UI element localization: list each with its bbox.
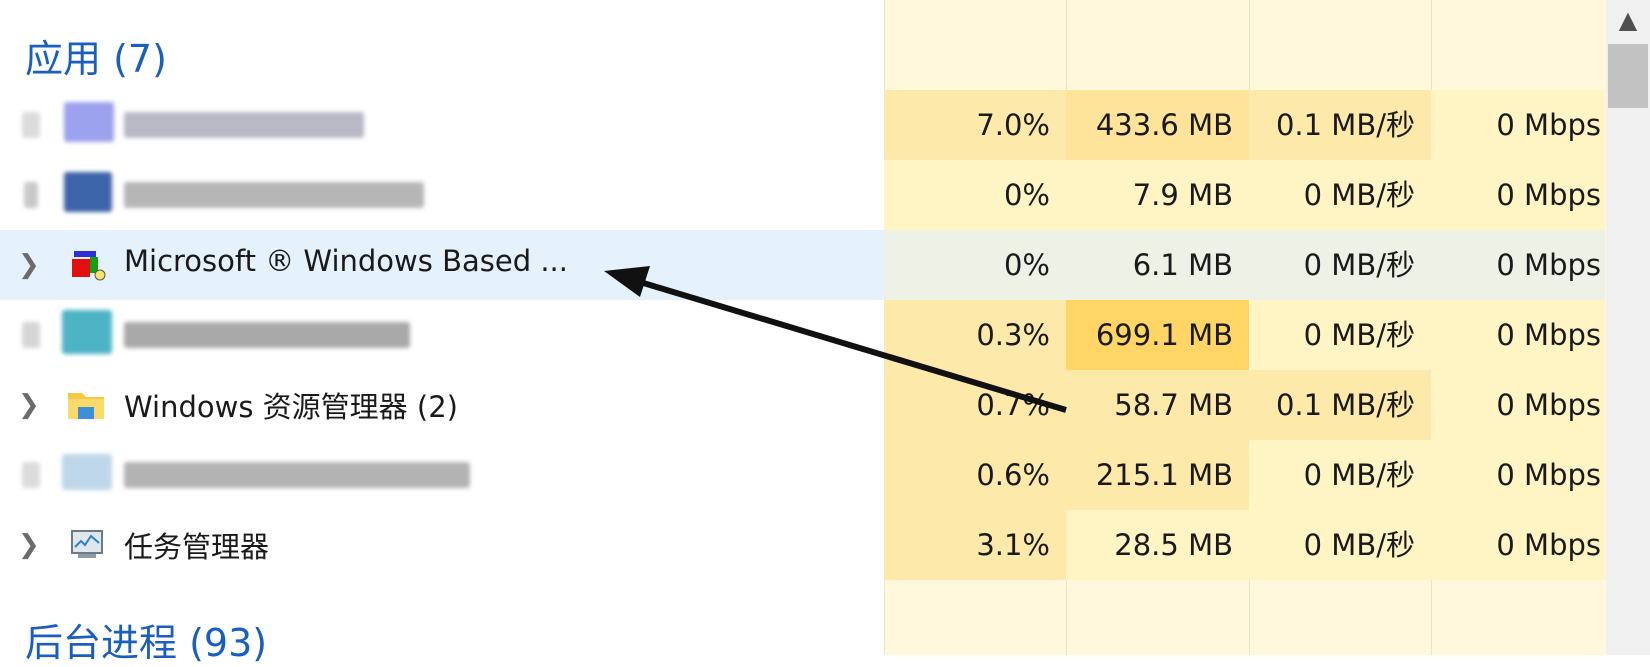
process-name: Microsoft ® Windows Based ... (124, 244, 568, 278)
network-cell: 0 Mbps (1431, 230, 1605, 300)
process-row[interactable]: ❯ 任务管理器 3.1% 28.5 MB 0 MB/秒 0 Mbps (0, 510, 1605, 580)
process-row-selected[interactable]: ❯ Microsoft ® Windows Based ... 0% 6.1 M… (0, 230, 1605, 300)
disk-cell: 0 MB/秒 (1249, 510, 1431, 580)
redacted-process-name (124, 182, 424, 208)
redacted-chevron (22, 462, 40, 488)
memory-cell: 7.9 MB (1066, 160, 1249, 230)
vertical-scrollbar[interactable]: ▲ (1606, 0, 1650, 655)
scroll-up-arrow-icon[interactable]: ▲ (1618, 6, 1638, 34)
redacted-process-name (124, 322, 410, 348)
network-cell: 0 Mbps (1431, 300, 1605, 370)
disk-cell: 0 MB/秒 (1249, 160, 1431, 230)
cpu-cell: 0.7% (884, 370, 1066, 440)
network-cell: 0 Mbps (1431, 370, 1605, 440)
disk-cell: 0.1 MB/秒 (1249, 90, 1431, 160)
scrollbar-thumb[interactable] (1608, 44, 1648, 108)
cube-app-icon (72, 251, 106, 281)
memory-cell: 433.6 MB (1066, 90, 1249, 160)
redacted-app-icon (64, 172, 112, 212)
process-row[interactable]: 0.6% 215.1 MB 0 MB/秒 0 Mbps (0, 440, 1605, 510)
redacted-app-icon (62, 310, 112, 354)
process-name: 任务管理器 (124, 530, 270, 564)
chevron-right-icon[interactable]: ❯ (18, 530, 40, 560)
chevron-right-icon[interactable]: ❯ (18, 390, 40, 420)
network-cell: 0 Mbps (1431, 510, 1605, 580)
redacted-process-name (124, 462, 470, 488)
network-cell: 0 Mbps (1431, 440, 1605, 510)
process-name-cell[interactable] (0, 90, 884, 160)
memory-cell: 58.7 MB (1066, 370, 1249, 440)
process-name-cell[interactable] (0, 160, 884, 230)
memory-cell: 215.1 MB (1066, 440, 1249, 510)
memory-cell: 28.5 MB (1066, 510, 1249, 580)
cpu-cell: 0% (884, 230, 1066, 300)
redacted-app-icon (64, 102, 114, 142)
redacted-chevron (24, 182, 38, 208)
redacted-process-name (124, 112, 364, 138)
cpu-cell: 0.6% (884, 440, 1066, 510)
apps-group-header: 应用 (7) (25, 37, 167, 81)
process-name-cell[interactable]: ❯ Microsoft ® Windows Based ... (0, 230, 884, 300)
task-manager-icon (71, 530, 103, 558)
process-row[interactable]: 7.0% 433.6 MB 0.1 MB/秒 0 Mbps (0, 90, 1605, 160)
memory-cell: 6.1 MB (1066, 230, 1249, 300)
redacted-chevron (22, 112, 40, 138)
disk-cell: 0 MB/秒 (1249, 230, 1431, 300)
redacted-chevron (22, 322, 40, 348)
network-cell: 0 Mbps (1431, 90, 1605, 160)
network-cell: 0 Mbps (1431, 160, 1605, 230)
process-name: Windows 资源管理器 (2) (124, 390, 458, 424)
background-processes-group-header: 后台进程 (93) (25, 621, 268, 665)
redacted-app-icon (62, 454, 112, 490)
cpu-cell: 3.1% (884, 510, 1066, 580)
disk-cell: 0.1 MB/秒 (1249, 370, 1431, 440)
cpu-cell: 7.0% (884, 90, 1066, 160)
memory-cell: 699.1 MB (1066, 300, 1249, 370)
folder-icon (68, 393, 104, 419)
cpu-cell: 0% (884, 160, 1066, 230)
process-name-cell[interactable]: ❯ Windows 资源管理器 (2) (0, 370, 884, 440)
disk-cell: 0 MB/秒 (1249, 440, 1431, 510)
process-name-cell[interactable] (0, 440, 884, 510)
chevron-right-icon[interactable]: ❯ (18, 250, 40, 280)
process-name-cell[interactable] (0, 300, 884, 370)
process-row[interactable]: 0% 7.9 MB 0 MB/秒 0 Mbps (0, 160, 1605, 230)
process-row[interactable]: 0.3% 699.1 MB 0 MB/秒 0 Mbps (0, 300, 1605, 370)
process-name-cell[interactable]: ❯ 任务管理器 (0, 510, 884, 580)
cpu-cell: 0.3% (884, 300, 1066, 370)
disk-cell: 0 MB/秒 (1249, 300, 1431, 370)
process-row[interactable]: ❯ Windows 资源管理器 (2) 0.7% 58.7 MB 0.1 MB/… (0, 370, 1605, 440)
